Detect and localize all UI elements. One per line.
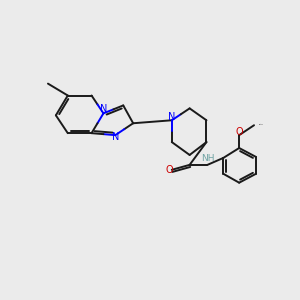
Text: O: O (165, 165, 172, 175)
Text: N: N (168, 112, 176, 122)
Text: N: N (100, 104, 107, 114)
Text: O: O (236, 127, 243, 137)
Text: methyl: methyl (259, 124, 264, 125)
Text: NH: NH (201, 154, 214, 164)
Text: N: N (112, 132, 119, 142)
